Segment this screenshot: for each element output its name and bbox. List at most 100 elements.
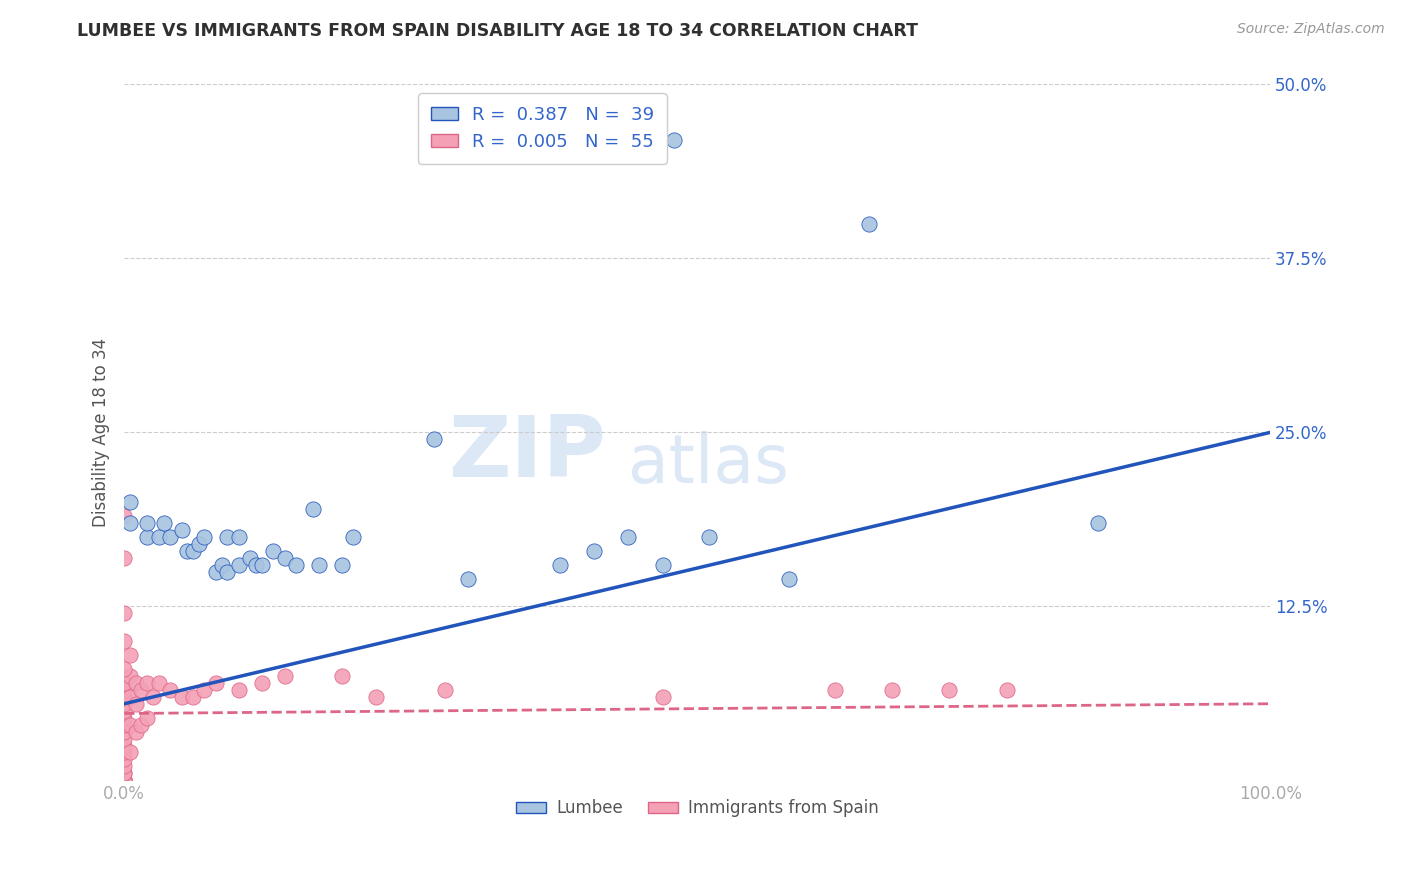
Point [583, 543, 606, 558]
Point [228, 530, 250, 544]
Point [112, 704, 135, 718]
Point [434, 682, 457, 697]
Point [250, 676, 273, 690]
Point [228, 558, 250, 572]
Point [193, 682, 215, 697]
Point [273, 550, 295, 565]
Point [159, 682, 181, 697]
Point [112, 773, 135, 788]
Point [112, 731, 135, 746]
Point [112, 676, 135, 690]
Point [112, 752, 135, 766]
Point [112, 550, 135, 565]
Point [181, 690, 204, 704]
Point [1087, 516, 1109, 530]
Point [112, 508, 135, 523]
Point [211, 558, 233, 572]
Point [112, 766, 135, 780]
Text: Source: ZipAtlas.com: Source: ZipAtlas.com [1237, 22, 1385, 37]
Point [422, 433, 444, 447]
Point [548, 558, 571, 572]
Point [118, 516, 141, 530]
Point [112, 690, 135, 704]
Point [302, 502, 325, 516]
Point [131, 682, 153, 697]
Point [118, 690, 141, 704]
Point [245, 558, 267, 572]
Point [136, 711, 159, 725]
Point [995, 682, 1018, 697]
Point [136, 530, 159, 544]
Point [880, 682, 903, 697]
Point [112, 773, 135, 788]
Point [176, 543, 198, 558]
Point [457, 572, 479, 586]
Point [366, 690, 388, 704]
Point [651, 690, 673, 704]
Point [112, 682, 135, 697]
Point [159, 530, 181, 544]
Point [112, 724, 135, 739]
Point [125, 697, 148, 711]
Point [112, 739, 135, 753]
Point [118, 495, 141, 509]
Text: atlas: atlas [628, 431, 789, 497]
Point [125, 676, 148, 690]
Legend: Lumbee, Immigrants from Spain: Lumbee, Immigrants from Spain [509, 793, 886, 824]
Point [239, 550, 262, 565]
Point [330, 558, 353, 572]
Point [250, 558, 273, 572]
Point [330, 669, 353, 683]
Point [858, 217, 880, 231]
Text: ZIP: ZIP [447, 412, 606, 495]
Point [136, 516, 159, 530]
Point [187, 537, 209, 551]
Y-axis label: Disability Age 18 to 34: Disability Age 18 to 34 [93, 338, 110, 527]
Point [181, 543, 204, 558]
Point [112, 766, 135, 780]
Point [112, 759, 135, 773]
Point [136, 676, 159, 690]
Point [112, 662, 135, 676]
Point [112, 634, 135, 648]
Point [112, 773, 135, 788]
Point [205, 565, 228, 579]
Point [285, 558, 308, 572]
Point [308, 558, 330, 572]
Point [651, 558, 673, 572]
Point [112, 711, 135, 725]
Point [778, 572, 800, 586]
Point [125, 724, 148, 739]
Point [824, 682, 846, 697]
Point [112, 773, 135, 788]
Point [118, 648, 141, 662]
Point [664, 133, 686, 147]
Point [112, 697, 135, 711]
Point [148, 676, 170, 690]
Point [112, 607, 135, 621]
Point [148, 530, 170, 544]
Point [205, 676, 228, 690]
Text: LUMBEE VS IMMIGRANTS FROM SPAIN DISABILITY AGE 18 TO 34 CORRELATION CHART: LUMBEE VS IMMIGRANTS FROM SPAIN DISABILI… [77, 22, 918, 40]
Point [112, 773, 135, 788]
Point [697, 530, 720, 544]
Point [262, 543, 284, 558]
Point [342, 530, 364, 544]
Point [112, 746, 135, 760]
Point [170, 690, 193, 704]
Point [217, 565, 239, 579]
Point [153, 516, 176, 530]
Point [118, 717, 141, 731]
Point [112, 717, 135, 731]
Point [118, 669, 141, 683]
Point [228, 682, 250, 697]
Point [617, 530, 640, 544]
Point [142, 690, 165, 704]
Point [938, 682, 960, 697]
Point [170, 523, 193, 537]
Point [193, 530, 215, 544]
Point [118, 746, 141, 760]
Point [131, 717, 153, 731]
Point [217, 530, 239, 544]
Point [273, 669, 295, 683]
